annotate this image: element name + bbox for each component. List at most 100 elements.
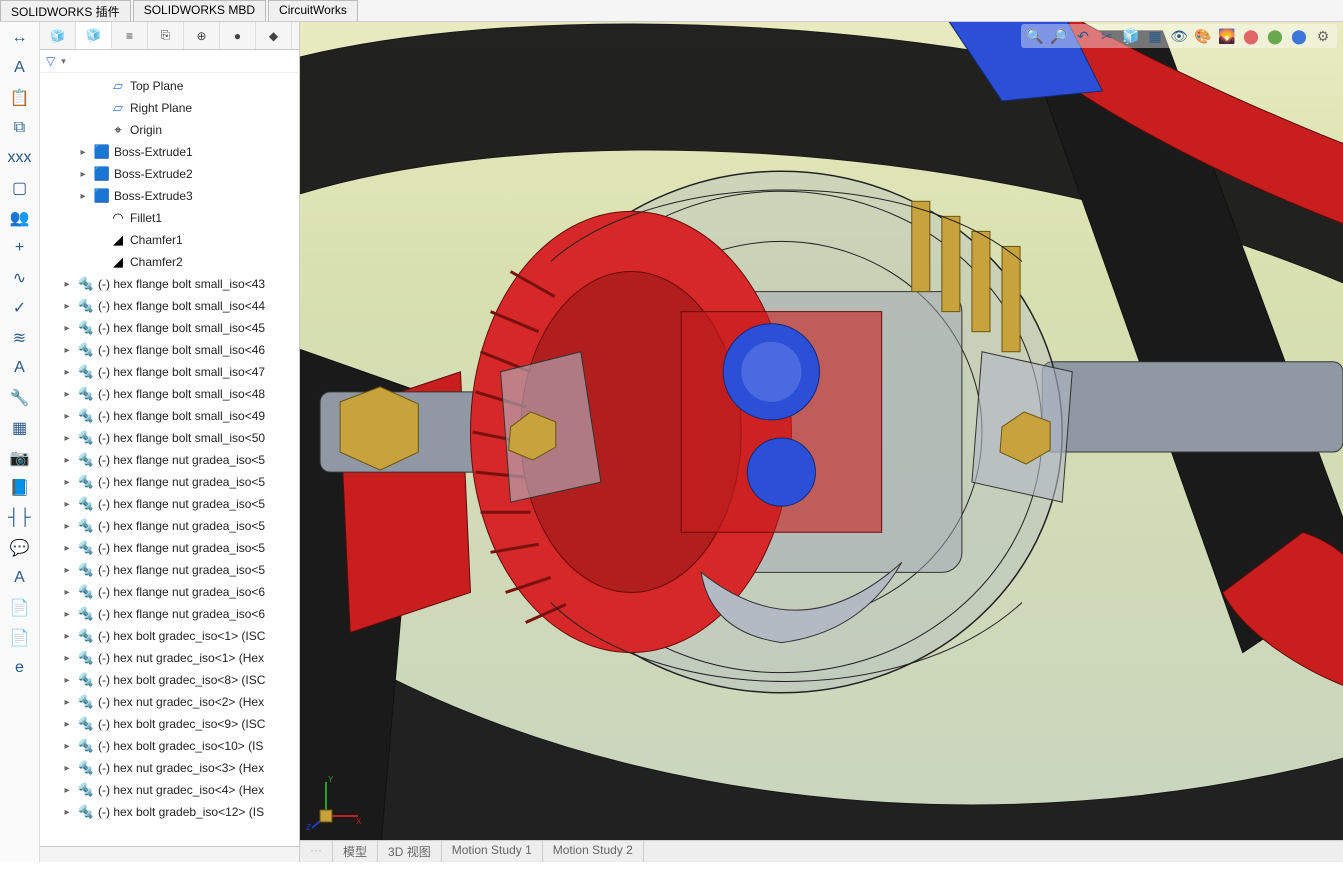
- expand-icon[interactable]: ▸: [60, 741, 74, 752]
- expand-icon[interactable]: ▸: [76, 191, 90, 202]
- view-triad[interactable]: Y X Z: [306, 772, 366, 832]
- display-tab[interactable]: ⊕: [184, 22, 220, 49]
- tree-item[interactable]: ▱Top Plane: [40, 75, 299, 97]
- render-icon[interactable]: ⬤: [1241, 26, 1261, 46]
- add-icon[interactable]: +: [6, 236, 34, 260]
- tree-item[interactable]: ▸🔩(-) hex flange nut gradea_iso<5: [40, 493, 299, 515]
- expand-icon[interactable]: ▸: [60, 499, 74, 510]
- tree-item[interactable]: ▸🔩(-) hex bolt gradec_iso<1> (ISC: [40, 625, 299, 647]
- tree-item[interactable]: ▸🔩(-) hex flange bolt small_iso<43: [40, 273, 299, 295]
- expand-icon[interactable]: ▸: [60, 367, 74, 378]
- expand-icon[interactable]: ▸: [60, 477, 74, 488]
- balloon-icon[interactable]: 💬: [6, 536, 34, 560]
- tree-item[interactable]: ◠Fillet1: [40, 207, 299, 229]
- expand-icon[interactable]: ▸: [60, 455, 74, 466]
- expand-icon[interactable]: ▸: [60, 763, 74, 774]
- table-icon[interactable]: ▦: [6, 416, 34, 440]
- expand-icon[interactable]: ▸: [60, 301, 74, 312]
- style-icon[interactable]: ≋: [6, 326, 34, 350]
- expand-icon[interactable]: ▸: [60, 697, 74, 708]
- expand-icon[interactable]: ▸: [76, 147, 90, 158]
- appearance-tab[interactable]: ●: [220, 22, 256, 49]
- spline-icon[interactable]: ∿: [6, 266, 34, 290]
- view-orient-icon[interactable]: 🧊: [1121, 26, 1141, 46]
- expand-icon[interactable]: ▸: [60, 279, 74, 290]
- tab-mbd[interactable]: SOLIDWORKS MBD: [133, 0, 266, 21]
- expand-icon[interactable]: ▸: [60, 719, 74, 730]
- tree-item[interactable]: ▸🔩(-) hex nut gradec_iso<3> (Hex: [40, 757, 299, 779]
- tree-item[interactable]: ▱Right Plane: [40, 97, 299, 119]
- tab-3dview[interactable]: 3D 视图: [378, 841, 442, 862]
- tree-item[interactable]: ▸🔩(-) hex flange nut gradea_iso<5: [40, 515, 299, 537]
- tree-item[interactable]: ▸🔩(-) hex bolt gradec_iso<10> (IS: [40, 735, 299, 757]
- drawing-icon[interactable]: ⧉: [6, 116, 34, 140]
- feature-tree[interactable]: ▱Top Plane▱Right Plane⌖Origin▸🟦Boss-Extr…: [40, 73, 299, 846]
- tree-item[interactable]: ▸🔩(-) hex flange bolt small_iso<50: [40, 427, 299, 449]
- feature-tab[interactable]: 🧊: [76, 22, 112, 49]
- expand-icon[interactable]: ▸: [60, 675, 74, 686]
- tab-motion1[interactable]: Motion Study 1: [442, 841, 543, 862]
- pdf-icon[interactable]: 📄: [6, 596, 34, 620]
- property-tab[interactable]: ≡: [112, 22, 148, 49]
- note-icon[interactable]: A: [6, 56, 34, 80]
- text-icon[interactable]: A: [6, 566, 34, 590]
- graphics-viewport[interactable]: 🔍🔎↶✂🧊▦👁🎨🌄⬤⬤⬤⚙ Y X Z ··· 模型 3D 视图 Motion …: [300, 22, 1343, 862]
- align-icon[interactable]: ┤├: [6, 506, 34, 530]
- appearance-icon[interactable]: 🎨: [1193, 26, 1213, 46]
- h-scrollbar[interactable]: [40, 846, 299, 862]
- tree-item[interactable]: ▸🟦Boss-Extrude1: [40, 141, 299, 163]
- clipboard-icon[interactable]: 📋: [6, 86, 34, 110]
- tree-item[interactable]: ▸🔩(-) hex bolt gradeb_iso<12> (IS: [40, 801, 299, 823]
- tree-item[interactable]: ▸🟦Boss-Extrude3: [40, 185, 299, 207]
- label-icon[interactable]: xxx: [6, 146, 34, 170]
- dimension-icon[interactable]: ↔: [6, 26, 34, 50]
- tree-item[interactable]: ▸🔩(-) hex flange bolt small_iso<47: [40, 361, 299, 383]
- tree-item[interactable]: ▸🔩(-) hex flange bolt small_iso<48: [40, 383, 299, 405]
- people-icon[interactable]: 👥: [6, 206, 34, 230]
- filter-icon[interactable]: ▽: [46, 54, 55, 68]
- hide-show-icon[interactable]: 👁: [1169, 26, 1189, 46]
- filter-dropdown-icon[interactable]: ▾: [61, 56, 66, 67]
- tab-hidden[interactable]: ···: [300, 841, 333, 862]
- section-icon[interactable]: ▢: [6, 176, 34, 200]
- wrench-icon[interactable]: 🔧: [6, 386, 34, 410]
- tree-item[interactable]: ▸🔩(-) hex nut gradec_iso<1> (Hex: [40, 647, 299, 669]
- render3-icon[interactable]: ⬤: [1289, 26, 1309, 46]
- expand-icon[interactable]: ▸: [60, 345, 74, 356]
- tab-motion2[interactable]: Motion Study 2: [543, 841, 644, 862]
- camera-icon[interactable]: 📷: [6, 446, 34, 470]
- tree-item[interactable]: ▸🔩(-) hex nut gradec_iso<2> (Hex: [40, 691, 299, 713]
- tree-item[interactable]: ▸🔩(-) hex flange nut gradea_iso<5: [40, 537, 299, 559]
- expand-icon[interactable]: ▸: [60, 587, 74, 598]
- expand-icon[interactable]: ▸: [60, 389, 74, 400]
- decal-tab[interactable]: ◆: [256, 22, 292, 49]
- tree-item[interactable]: ▸🔩(-) hex flange nut gradea_iso<5: [40, 449, 299, 471]
- edrawings-icon[interactable]: e: [6, 656, 34, 680]
- section-view-icon[interactable]: ✂: [1097, 26, 1117, 46]
- assembly-tab[interactable]: 🧊: [40, 22, 76, 49]
- tab-plugins[interactable]: SOLIDWORKS 插件: [0, 0, 131, 21]
- tree-item[interactable]: ▸🔩(-) hex flange bolt small_iso<46: [40, 339, 299, 361]
- check-icon[interactable]: ✓: [6, 296, 34, 320]
- tab-model[interactable]: 模型: [333, 841, 378, 862]
- tree-item[interactable]: ▸🔩(-) hex bolt gradec_iso<9> (ISC: [40, 713, 299, 735]
- expand-icon[interactable]: ▸: [60, 543, 74, 554]
- expand-icon[interactable]: ▸: [60, 609, 74, 620]
- tree-item[interactable]: ▸🔩(-) hex nut gradec_iso<4> (Hex: [40, 779, 299, 801]
- render2-icon[interactable]: ⬤: [1265, 26, 1285, 46]
- tree-item[interactable]: ▸🔩(-) hex flange bolt small_iso<44: [40, 295, 299, 317]
- expand-icon[interactable]: ▸: [60, 653, 74, 664]
- zoom-area-icon[interactable]: 🔎: [1049, 26, 1069, 46]
- expand-icon[interactable]: ▸: [60, 785, 74, 796]
- tree-item[interactable]: ⌖Origin: [40, 119, 299, 141]
- tree-item[interactable]: ▸🔩(-) hex flange nut gradea_iso<6: [40, 603, 299, 625]
- pdf3d-icon[interactable]: 📄: [6, 626, 34, 650]
- setting-icon[interactable]: ⚙: [1313, 26, 1333, 46]
- expand-icon[interactable]: ▸: [60, 433, 74, 444]
- expand-icon[interactable]: ▸: [60, 411, 74, 422]
- config-tab[interactable]: ⎘: [148, 22, 184, 49]
- tree-item[interactable]: ◢Chamfer1: [40, 229, 299, 251]
- tree-item[interactable]: ◢Chamfer2: [40, 251, 299, 273]
- prev-view-icon[interactable]: ↶: [1073, 26, 1093, 46]
- expand-icon[interactable]: ▸: [60, 631, 74, 642]
